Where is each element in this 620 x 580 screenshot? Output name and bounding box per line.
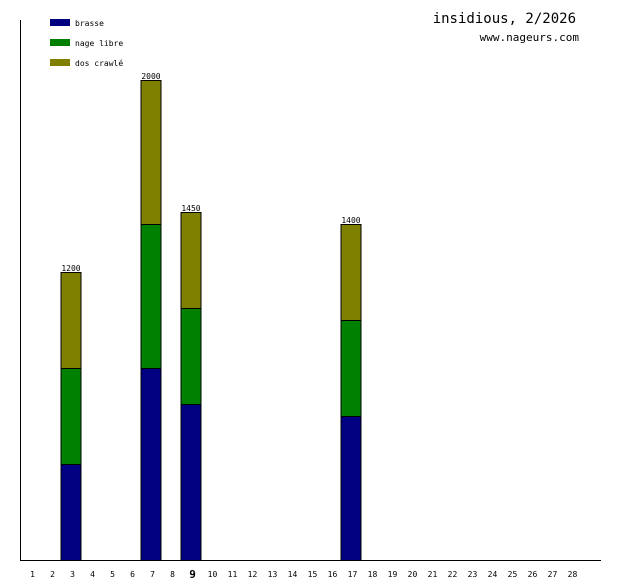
x-tick-2: 2	[50, 570, 55, 579]
bar-segment-9-2	[180, 212, 202, 309]
bar-segment-3-0	[60, 464, 82, 561]
total-label-7: 2000	[141, 72, 160, 81]
x-tick-9: 9	[189, 568, 196, 580]
x-tick-14: 14	[288, 570, 298, 579]
bar-segment-7-2	[140, 80, 162, 225]
x-tick-16: 16	[328, 570, 338, 579]
legend-swatch-0	[50, 19, 70, 26]
x-tick-23: 23	[468, 570, 478, 579]
x-tick-13: 13	[268, 570, 278, 579]
legend-label-1: nage libre	[75, 39, 123, 48]
x-tick-15: 15	[308, 570, 318, 579]
x-tick-12: 12	[248, 570, 258, 579]
x-tick-7: 7	[150, 570, 155, 579]
bar-segment-3-1	[60, 368, 82, 465]
total-label-3: 1200	[61, 264, 80, 273]
x-tick-4: 4	[90, 570, 95, 579]
x-tick-19: 19	[388, 570, 398, 579]
legend-label-0: brasse	[75, 19, 104, 28]
x-tick-18: 18	[368, 570, 378, 579]
total-label-17: 1400	[341, 216, 360, 225]
x-tick-25: 25	[508, 570, 518, 579]
x-tick-6: 6	[130, 570, 135, 579]
x-tick-3: 3	[70, 570, 75, 579]
bar-segment-3-2	[60, 272, 82, 369]
bar-segment-9-0	[180, 404, 202, 561]
total-labels: 1200 2000 1450 1400	[61, 72, 360, 273]
x-tick-27: 27	[548, 570, 558, 579]
x-tick-10: 10	[208, 570, 218, 579]
x-tick-24: 24	[488, 570, 498, 579]
x-tick-28: 28	[568, 570, 578, 579]
x-tick-20: 20	[408, 570, 418, 579]
site-url: www.nageurs.com	[480, 31, 580, 44]
x-tick-21: 21	[428, 570, 438, 579]
bar-segment-17-2	[340, 224, 362, 321]
legend-swatch-1	[50, 39, 70, 46]
chart-title: insidious, 2/2026	[433, 11, 576, 27]
bar-segment-9-1	[180, 308, 202, 405]
x-tick-26: 26	[528, 570, 538, 579]
total-label-9: 1450	[181, 204, 200, 213]
bars	[60, 80, 362, 561]
x-tick-5: 5	[110, 570, 115, 579]
x-tick-1: 1	[30, 570, 35, 579]
bar-segment-17-1	[340, 320, 362, 417]
x-tick-17: 17	[348, 570, 358, 579]
bar-segment-17-0	[340, 416, 362, 561]
legend-label-2: dos crawlé	[75, 58, 123, 68]
x-tick-8: 8	[170, 570, 175, 579]
legend: brasse nage libre dos crawlé	[50, 19, 123, 68]
bar-segment-7-1	[140, 224, 162, 369]
bar-segment-7-0	[140, 368, 162, 561]
legend-swatch-2	[50, 59, 70, 66]
x-tick-labels: 1 2 3 4 5 6 7 8 9 10 11 12 13 14 15 16 17 18 19 20 21 22 23 24 2…	[30, 568, 577, 580]
x-tick-22: 22	[448, 570, 458, 579]
x-tick-11: 11	[228, 570, 238, 579]
